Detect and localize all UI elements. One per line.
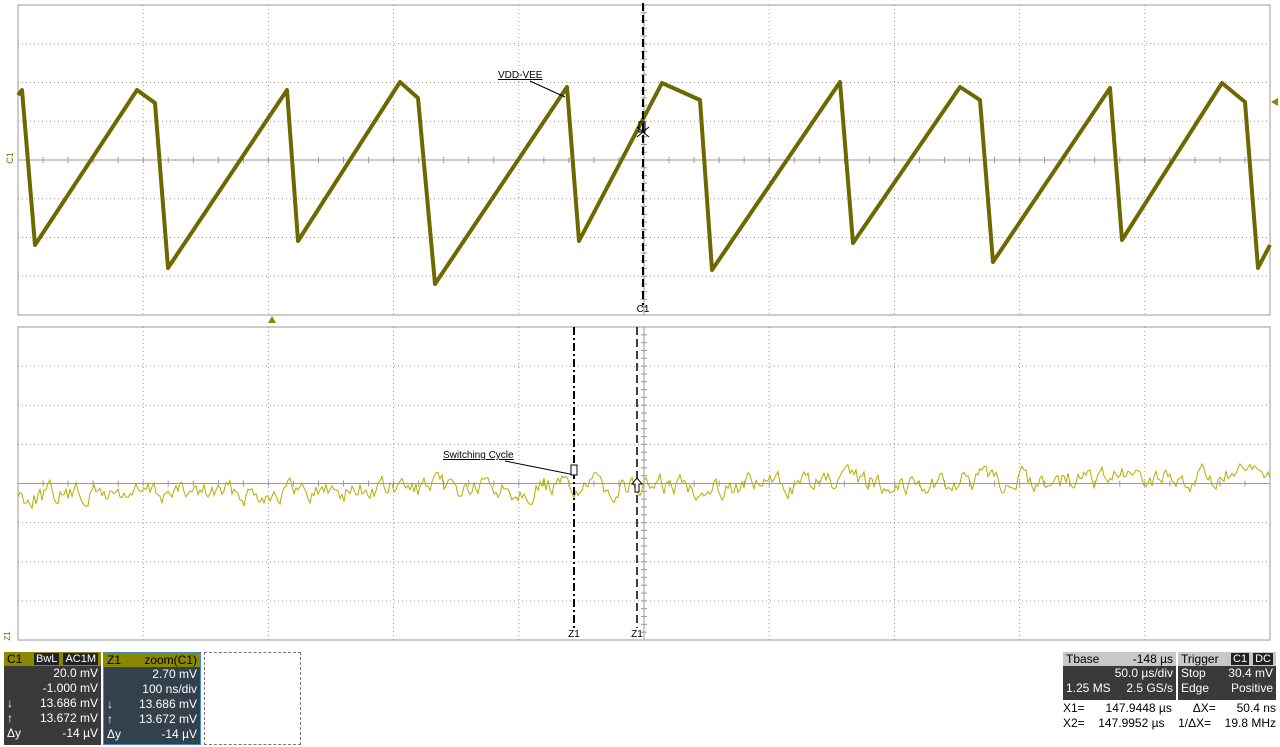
leader [529, 80, 566, 98]
readout-row: ↓ 13.686 mV [104, 697, 200, 712]
readout-row: Edge Positive [1178, 681, 1276, 696]
readout-text: Edge [1181, 681, 1210, 695]
cursor-readout: X1= 147.9448 µs ΔX= 50.4 ns X2= 147.9952 µs 1/… [1063, 701, 1276, 731]
panel-title: Trigger [1181, 652, 1219, 666]
panel-title: Z1 [107, 653, 122, 667]
scope-display: C1 Z1 Z1 VDD-VEE Switching Cycle C1 Z1 [3, 3, 1278, 641]
readout-row: X1= 147.9448 µs ΔX= 50.4 ns [1063, 701, 1276, 716]
readout-text: -14 µV [161, 727, 197, 741]
readout-row: ↑ 13.672 mV [4, 711, 101, 726]
readout-text: 50.4 ns [1236, 701, 1276, 715]
readout-text: 1/ΔX= [1178, 716, 1212, 730]
readout-text: 2.5 GS/s [1126, 681, 1173, 695]
badge: DC [1253, 653, 1273, 665]
readout-text: 19.8 MHz [1224, 716, 1276, 730]
readout-text: ↑ [107, 712, 113, 726]
leader [504, 460, 576, 476]
readout-row: Δy -14 µV [104, 727, 200, 742]
cursor-label: C1 [637, 304, 650, 315]
readout-text: 13.686 mV [39, 696, 98, 710]
readout-text [1066, 666, 1067, 681]
readout-text: ↑ [7, 711, 13, 725]
readout-text: 147.9952 µs [1098, 716, 1165, 730]
trigger-marker [268, 316, 276, 323]
readout-row: 2.70 mV [104, 667, 200, 682]
readout-row: Stop 30.4 mV [1178, 666, 1276, 681]
c1-panel[interactable]: C1 BwL AC1M 20.0 mV -1.000 mV ↓ 13.686 mV ↑ 13.… [4, 652, 101, 745]
badge: AC1M [63, 653, 98, 665]
readout-row: X2= 147.9952 µs 1/ΔX= 19.8 MHz [1063, 716, 1276, 731]
grid [17, 4, 1271, 641]
readout-text: 13.686 mV [138, 697, 197, 711]
readout-row: 1.25 MS 2.5 GS/s [1063, 681, 1176, 696]
readout-text: -1.000 mV [42, 681, 98, 695]
cursor-label: Z1 [631, 629, 643, 640]
readout-row: 100 ns/div [104, 682, 200, 697]
readout-text: -14 µV [62, 726, 98, 740]
readout-text: Δy [7, 726, 22, 740]
readout-row: -1.000 mV [4, 681, 101, 696]
readout-text: ↓ [107, 697, 113, 711]
readout-text [107, 667, 108, 682]
readout-text: 30.4 mV [1228, 666, 1273, 680]
readout-text [7, 681, 8, 696]
readout-row: ↓ 13.686 mV [4, 696, 101, 711]
readout-text [107, 682, 108, 697]
lower-trace [17, 462, 1271, 510]
readout-row: Δy -14 µV [4, 726, 101, 741]
readout-row: 50.0 µs/div [1063, 666, 1176, 681]
z1-panel[interactable]: Z1 zoom(C1) 2.70 mV 100 ns/div ↓ 13.686 mV ↑ 1… [103, 652, 201, 745]
cursor-cross [636, 121, 650, 138]
readout-text: ↓ [7, 696, 13, 710]
readout-text: 13.672 mV [138, 712, 197, 726]
readout-text: 13.672 mV [39, 711, 98, 725]
annotation: VDD-VEE [498, 70, 543, 81]
readout-text: 147.9448 µs [1105, 701, 1172, 715]
tbase-offset: -148 µs [1132, 652, 1173, 666]
readout-text: X1= [1063, 701, 1085, 715]
empty-slot[interactable] [204, 652, 301, 745]
trigger-panel[interactable]: Trigger C1 DC Stop 30.4 mV Edge Positive [1178, 652, 1276, 700]
panel-title: C1 [7, 652, 23, 666]
badge: C1 [1231, 653, 1250, 665]
readout-text: 2.70 mV [152, 667, 197, 681]
readout-text: 1.25 MS [1066, 681, 1111, 695]
tbase-panel[interactable]: Tbase -148 µs 50.0 µs/div 1.25 MS 2.5 GS/s [1063, 652, 1176, 700]
badge: BwL [34, 653, 60, 665]
panel-source: zoom(C1) [144, 653, 197, 667]
readout-text: 50.0 µs/div [1114, 666, 1173, 680]
readout-text: 100 ns/div [142, 682, 197, 696]
readout-text: X2= [1063, 716, 1085, 730]
readout-text: ΔX= [1192, 701, 1216, 715]
readout-text: Positive [1230, 681, 1273, 695]
readout-text: Δy [107, 727, 122, 741]
readout-text [7, 666, 8, 681]
readout-row: ↑ 13.672 mV [104, 712, 200, 727]
readout-text: Stop [1181, 666, 1206, 680]
level-marker [1271, 98, 1278, 106]
panel-title: Tbase [1066, 652, 1100, 666]
readout-row: 20.0 mV [4, 666, 101, 681]
readout-text: 20.0 mV [53, 666, 98, 680]
cursor-label: Z1 [568, 629, 580, 640]
cursor-handle [630, 477, 644, 493]
channel-marker: Z1 [3, 631, 12, 641]
upper-trace [16, 80, 1272, 286]
channel-marker: C1 [5, 152, 15, 164]
cursor-handle [570, 464, 578, 476]
annotation: Switching Cycle [443, 450, 514, 461]
